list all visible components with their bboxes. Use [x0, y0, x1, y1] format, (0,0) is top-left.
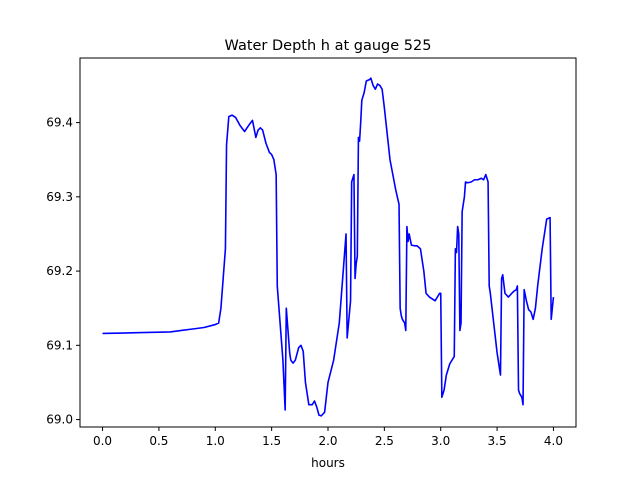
x-tick-label: 1.5: [262, 434, 281, 448]
series-line: [102, 77, 555, 417]
axes-frame: [79, 57, 577, 428]
x-tick-label: 3.0: [431, 434, 450, 448]
x-tick-label: 1.0: [206, 434, 225, 448]
y-axis-ticks: 69.0 69.1 69.2 69.3 69.4: [46, 116, 80, 427]
y-tick-label: 69.2: [46, 264, 73, 278]
plot-area: [102, 77, 555, 417]
x-tick-label: 2.0: [318, 434, 337, 448]
x-axis-label: hours: [311, 456, 345, 470]
x-tick-label: 0.0: [93, 434, 112, 448]
y-tick-label: 69.3: [46, 190, 73, 204]
y-tick-label: 69.0: [46, 413, 73, 427]
x-axis-ticks: 0.0 0.5 1.0 1.5 2.0 2.5 3.0 3.5 4.0: [93, 427, 563, 448]
x-tick-label: 0.5: [149, 434, 168, 448]
x-tick-label: 3.5: [488, 434, 507, 448]
y-tick-label: 69.1: [46, 338, 73, 352]
y-tick-label: 69.4: [46, 116, 73, 130]
chart-title: Water Depth h at gauge 525: [225, 38, 432, 54]
x-tick-label: 2.5: [375, 434, 394, 448]
x-tick-label: 4.0: [544, 434, 563, 448]
